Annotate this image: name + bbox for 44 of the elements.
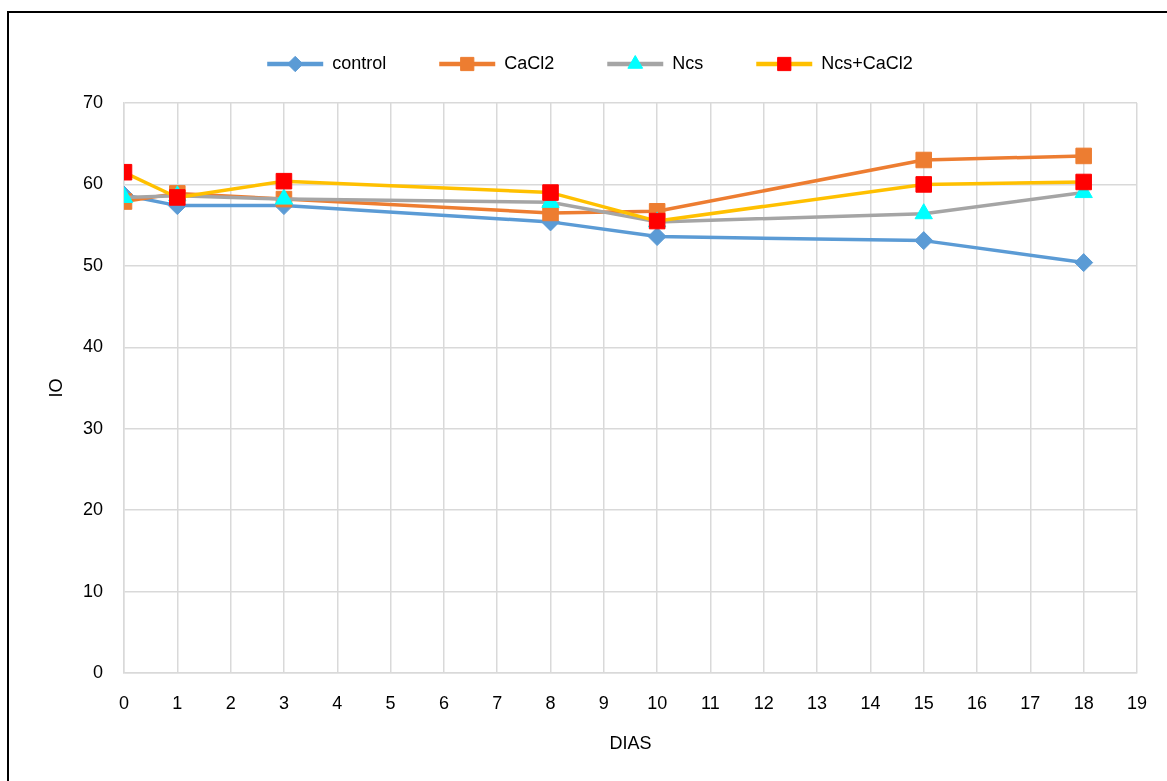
point <box>915 151 933 169</box>
x-tick-label: 11 <box>701 692 720 713</box>
point <box>542 184 559 201</box>
legend-label: Ncs <box>672 52 704 73</box>
x-tick-label: 17 <box>1020 692 1041 713</box>
y-tick-label: 40 <box>82 336 103 357</box>
point <box>1075 147 1092 165</box>
x-tick-label: 5 <box>385 692 396 713</box>
x-tick-label: 4 <box>332 692 343 713</box>
point <box>914 231 934 251</box>
x-tick-label: 3 <box>278 692 289 713</box>
y-axis-title: IO <box>45 378 66 398</box>
x-tick-label: 16 <box>967 692 988 713</box>
x-tick-label: 0 <box>118 692 130 713</box>
x-tick-label: 1 <box>172 692 183 713</box>
point <box>915 176 933 193</box>
point <box>1075 173 1092 191</box>
x-tick-label: 6 <box>438 692 449 713</box>
point <box>275 172 293 190</box>
legend-label: control <box>332 52 387 73</box>
x-axis-title: DIAS <box>609 733 652 754</box>
point <box>647 227 667 247</box>
legend-label: CaCl2 <box>504 52 555 73</box>
x-tick-label: 19 <box>1126 692 1147 713</box>
x-tick-label: 14 <box>860 692 881 713</box>
x-tick-label: 7 <box>492 692 503 713</box>
y-tick-label: 60 <box>82 173 103 194</box>
point <box>1074 253 1094 273</box>
y-tick-label: 30 <box>82 417 103 438</box>
x-tick-label: 12 <box>753 692 774 713</box>
y-tick-label: 20 <box>82 499 103 520</box>
y-tick-label: 0 <box>92 661 103 682</box>
y-tick-label: 70 <box>82 91 103 112</box>
x-tick-label: 2 <box>225 692 236 713</box>
x-tick-label: 8 <box>545 692 556 713</box>
x-tick-label: 10 <box>647 692 668 713</box>
point <box>169 189 186 206</box>
x-tick-label: 9 <box>598 692 609 713</box>
x-tick-label: 18 <box>1073 692 1094 713</box>
legend-label: Ncs+CaCl2 <box>821 52 913 73</box>
x-tick-label: 13 <box>807 692 828 713</box>
y-tick-label: 10 <box>82 580 103 601</box>
x-tick-label: 15 <box>913 692 934 713</box>
y-tick-label: 50 <box>82 254 103 275</box>
